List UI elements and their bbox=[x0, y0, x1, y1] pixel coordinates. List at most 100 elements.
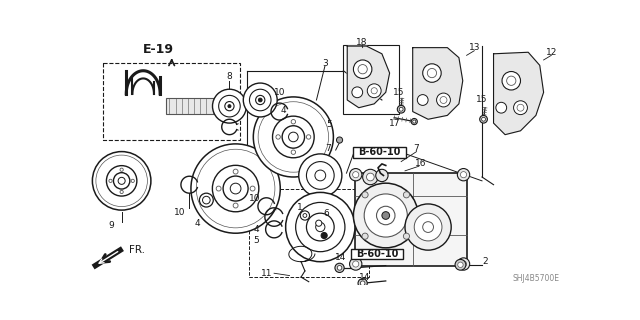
Text: 12: 12 bbox=[546, 48, 557, 57]
Circle shape bbox=[376, 169, 388, 182]
Circle shape bbox=[414, 213, 442, 241]
Circle shape bbox=[303, 213, 307, 217]
Circle shape bbox=[120, 168, 124, 171]
Circle shape bbox=[273, 116, 314, 158]
Text: 4: 4 bbox=[195, 219, 200, 228]
Circle shape bbox=[358, 65, 367, 74]
Circle shape bbox=[233, 203, 238, 208]
Circle shape bbox=[353, 261, 359, 267]
Text: 3: 3 bbox=[322, 59, 328, 68]
Circle shape bbox=[259, 98, 262, 102]
Circle shape bbox=[436, 93, 451, 107]
Circle shape bbox=[337, 137, 342, 143]
Circle shape bbox=[349, 169, 362, 181]
Circle shape bbox=[199, 152, 272, 225]
Circle shape bbox=[106, 166, 137, 196]
Circle shape bbox=[316, 222, 325, 232]
Circle shape bbox=[482, 117, 486, 121]
Circle shape bbox=[517, 104, 524, 111]
Text: SHJ4B5700E: SHJ4B5700E bbox=[513, 274, 559, 283]
Circle shape bbox=[230, 183, 241, 194]
Text: 16: 16 bbox=[415, 159, 426, 168]
Circle shape bbox=[92, 152, 151, 210]
Circle shape bbox=[353, 60, 372, 78]
Circle shape bbox=[223, 176, 248, 201]
Circle shape bbox=[96, 155, 147, 207]
Bar bbox=[103, 63, 240, 140]
Text: E-19: E-19 bbox=[143, 43, 174, 56]
Polygon shape bbox=[493, 52, 543, 135]
Text: 18: 18 bbox=[356, 38, 367, 47]
Text: 5: 5 bbox=[326, 120, 332, 129]
Circle shape bbox=[104, 163, 140, 199]
Circle shape bbox=[382, 212, 390, 219]
Circle shape bbox=[349, 258, 362, 270]
Text: 2: 2 bbox=[483, 257, 488, 266]
Circle shape bbox=[196, 149, 275, 228]
Circle shape bbox=[411, 118, 417, 124]
Circle shape bbox=[250, 186, 255, 191]
Circle shape bbox=[208, 161, 263, 216]
Circle shape bbox=[289, 132, 298, 142]
Bar bbox=[353, 147, 406, 158]
Circle shape bbox=[269, 112, 318, 162]
Text: 7: 7 bbox=[413, 144, 419, 153]
Bar bbox=[355, 173, 467, 266]
Circle shape bbox=[131, 179, 134, 182]
Text: 11: 11 bbox=[260, 269, 272, 278]
Circle shape bbox=[276, 135, 280, 139]
Circle shape bbox=[364, 194, 407, 237]
Circle shape bbox=[460, 261, 467, 267]
Circle shape bbox=[316, 220, 322, 226]
Circle shape bbox=[205, 158, 266, 219]
Circle shape bbox=[102, 161, 141, 201]
Circle shape bbox=[200, 193, 213, 207]
Text: 14: 14 bbox=[335, 253, 346, 262]
Circle shape bbox=[460, 172, 467, 178]
Circle shape bbox=[321, 232, 327, 239]
Circle shape bbox=[362, 192, 368, 198]
Circle shape bbox=[363, 169, 378, 185]
Circle shape bbox=[202, 196, 210, 204]
Bar bbox=[351, 249, 403, 260]
Text: 8: 8 bbox=[227, 72, 232, 81]
Text: FR.: FR. bbox=[129, 245, 145, 255]
Text: 9: 9 bbox=[108, 221, 114, 230]
Circle shape bbox=[362, 233, 368, 239]
Text: B-60-10: B-60-10 bbox=[356, 249, 399, 259]
Circle shape bbox=[250, 89, 271, 111]
Circle shape bbox=[216, 186, 221, 191]
Circle shape bbox=[413, 120, 416, 123]
Bar bbox=[344, 44, 399, 114]
Text: B-60-10: B-60-10 bbox=[358, 147, 401, 157]
Circle shape bbox=[352, 87, 363, 98]
Circle shape bbox=[291, 150, 296, 154]
Circle shape bbox=[212, 165, 259, 212]
Circle shape bbox=[422, 222, 433, 232]
Circle shape bbox=[202, 155, 269, 222]
Text: 13: 13 bbox=[468, 43, 480, 52]
Circle shape bbox=[212, 89, 246, 123]
Circle shape bbox=[299, 154, 342, 197]
Circle shape bbox=[399, 107, 403, 111]
Circle shape bbox=[282, 126, 305, 148]
Circle shape bbox=[300, 211, 310, 220]
Circle shape bbox=[440, 97, 447, 103]
Circle shape bbox=[113, 173, 130, 189]
Text: 14: 14 bbox=[359, 273, 371, 282]
Circle shape bbox=[403, 192, 410, 198]
Circle shape bbox=[307, 135, 311, 139]
Polygon shape bbox=[413, 48, 463, 119]
Circle shape bbox=[191, 144, 280, 233]
Text: 4: 4 bbox=[280, 106, 286, 115]
Circle shape bbox=[405, 204, 451, 250]
Circle shape bbox=[255, 95, 265, 105]
Circle shape bbox=[360, 281, 365, 285]
Circle shape bbox=[458, 258, 470, 270]
Circle shape bbox=[109, 179, 112, 182]
Circle shape bbox=[263, 107, 323, 167]
Circle shape bbox=[428, 68, 436, 78]
Circle shape bbox=[496, 102, 507, 113]
Circle shape bbox=[228, 105, 231, 108]
Bar bbox=[250, 188, 369, 277]
